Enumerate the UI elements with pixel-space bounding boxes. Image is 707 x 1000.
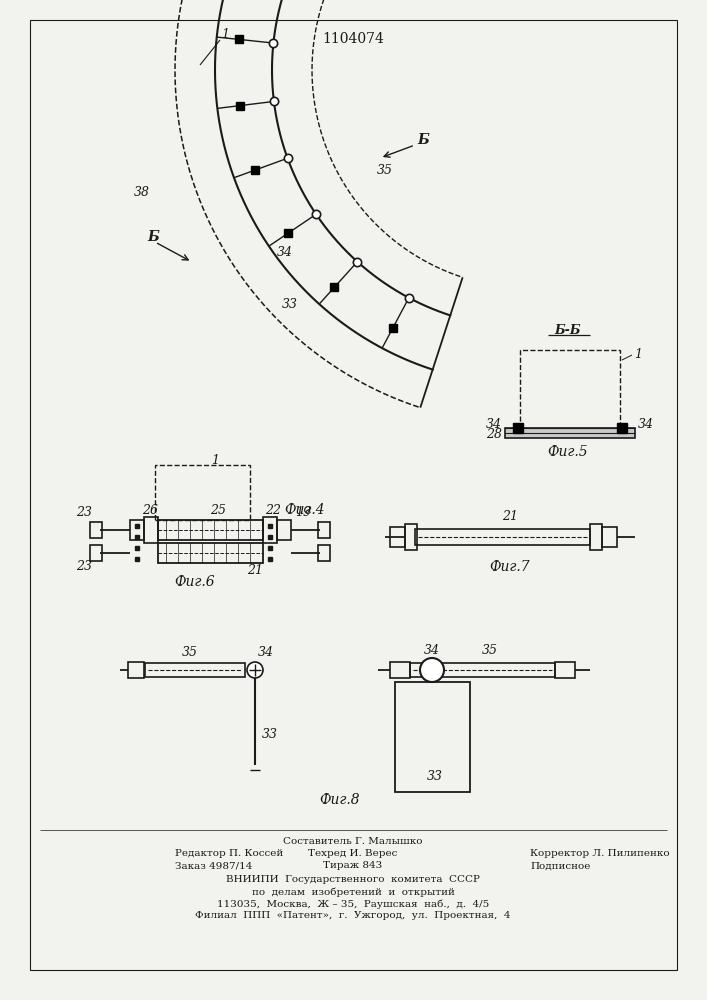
Text: 1: 1 — [211, 454, 219, 466]
Bar — [318, 545, 330, 561]
Text: 35: 35 — [182, 646, 198, 658]
Text: 113035,  Москва,  Ж – 35,  Раушская  наб.,  д.  4/5: 113035, Москва, Ж – 35, Раушская наб., д… — [217, 899, 489, 909]
Text: 1104074: 1104074 — [322, 32, 384, 46]
Text: 33: 33 — [262, 728, 278, 742]
Bar — [145, 663, 245, 677]
Bar — [410, 663, 555, 677]
Text: 1: 1 — [634, 349, 642, 361]
Text: Заказ 4987/14: Заказ 4987/14 — [175, 861, 252, 870]
Text: 21: 21 — [502, 510, 518, 524]
Text: 33: 33 — [427, 770, 443, 784]
Bar — [415, 529, 590, 545]
Text: 35: 35 — [482, 644, 498, 656]
Text: Подписное: Подписное — [530, 861, 590, 870]
Bar — [395, 682, 470, 792]
Bar — [555, 662, 575, 678]
Text: Б-Б: Б-Б — [555, 324, 581, 336]
Text: по  делам  изобретений  и  открытий: по делам изобретений и открытий — [252, 887, 455, 897]
Bar — [590, 524, 602, 550]
Text: Б: Б — [417, 133, 429, 147]
Text: Фиг.5: Фиг.5 — [548, 445, 588, 459]
Text: 28: 28 — [486, 428, 502, 442]
Bar — [520, 350, 620, 430]
Bar — [158, 543, 263, 563]
Text: Тираж 843: Тираж 843 — [323, 861, 382, 870]
Text: Б: Б — [147, 230, 159, 244]
Bar — [505, 428, 635, 438]
Text: Техред И. Верес: Техред И. Верес — [308, 850, 397, 858]
Text: Фиг.6: Фиг.6 — [175, 575, 216, 589]
Text: Фиг.8: Фиг.8 — [320, 793, 361, 807]
Text: 21: 21 — [247, 564, 263, 576]
Text: 26: 26 — [142, 504, 158, 516]
Bar — [130, 520, 144, 540]
Bar — [405, 524, 417, 550]
Bar — [277, 520, 291, 540]
Bar — [252, 166, 259, 174]
Bar — [90, 522, 102, 538]
Text: 34: 34 — [486, 418, 502, 432]
Text: 23: 23 — [76, 560, 92, 572]
Bar — [390, 662, 410, 678]
Text: Фиг.7: Фиг.7 — [490, 560, 530, 574]
Text: 34: 34 — [638, 418, 654, 432]
Circle shape — [420, 658, 444, 682]
Text: 38: 38 — [134, 186, 150, 198]
Bar — [390, 527, 405, 547]
Bar — [158, 520, 263, 540]
Text: 25: 25 — [210, 504, 226, 516]
Bar — [155, 465, 250, 520]
Bar — [284, 229, 292, 237]
Bar — [90, 545, 102, 561]
Text: Филиал  ППП  «Патент»,  г.  Ужгород,  ул.  Проектная,  4: Филиал ППП «Патент», г. Ужгород, ул. Про… — [195, 912, 510, 920]
Text: 22: 22 — [265, 504, 281, 516]
Bar — [389, 324, 397, 332]
Bar — [330, 283, 339, 291]
Text: Корректор Л. Пилипенко: Корректор Л. Пилипенко — [530, 850, 670, 858]
Bar — [235, 35, 243, 43]
Bar — [128, 662, 144, 678]
Bar — [602, 527, 617, 547]
Text: 35: 35 — [377, 163, 393, 176]
Bar — [263, 517, 277, 543]
Bar — [236, 102, 244, 110]
Bar — [318, 522, 330, 538]
Text: 34: 34 — [277, 245, 293, 258]
Text: 34: 34 — [424, 644, 440, 656]
Text: 23: 23 — [76, 506, 92, 520]
Circle shape — [247, 662, 263, 678]
Bar — [144, 517, 158, 543]
Text: 34: 34 — [258, 646, 274, 658]
Text: Фиг.4: Фиг.4 — [285, 503, 325, 517]
Text: Составитель Г. Малышко: Составитель Г. Малышко — [284, 838, 423, 846]
Text: ВНИИПИ  Государственного  комитета  СССР: ВНИИПИ Государственного комитета СССР — [226, 876, 480, 884]
Text: 19: 19 — [295, 506, 311, 520]
Text: Редактор П. Коссей: Редактор П. Коссей — [175, 850, 284, 858]
Text: 33: 33 — [282, 298, 298, 312]
Text: 1: 1 — [221, 28, 229, 41]
